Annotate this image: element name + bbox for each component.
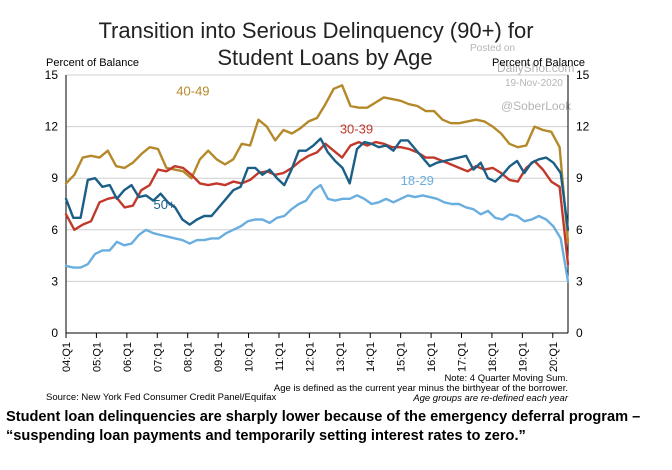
- x-tick-label: 10:Q1: [244, 342, 256, 372]
- x-tick-label: 07:Q1: [152, 342, 164, 372]
- series-label-50plus: 50+: [153, 197, 175, 212]
- note-age-groups: Age groups are re-defined each year: [412, 393, 569, 404]
- x-tick-label: 06:Q1: [122, 342, 134, 372]
- x-tick-label: 15:Q1: [396, 342, 408, 372]
- y-tick-label-right: 6: [576, 223, 583, 237]
- x-tick-label: 19:Q1: [517, 342, 529, 372]
- x-tick-label: 13:Q1: [335, 342, 347, 372]
- y-ticks: 0 0 3 3 6 6 9 9 12 12 15 15: [45, 68, 590, 340]
- series-labels: 40-49 30-39 50+ 18-29: [153, 84, 433, 213]
- x-tick-label: 16:Q1: [426, 342, 438, 372]
- y-tick-label-left: 12: [45, 120, 59, 134]
- note-moving-sum: Note: 4 Quarter Moving Sum.: [444, 373, 568, 384]
- x-tick-label: 17:Q1: [457, 342, 469, 372]
- y-tick-label-left: 3: [51, 274, 58, 288]
- series-label-40-49: 40-49: [176, 84, 209, 99]
- x-tick-label: 08:Q1: [183, 342, 195, 372]
- series-line-40-49: [64, 84, 570, 244]
- y-axis-label-right: Percent of Balance: [492, 57, 585, 69]
- y-tick-label-left: 15: [45, 68, 59, 82]
- caption: Student loan delinquencies are sharply l…: [6, 409, 641, 444]
- y-axis-label-left: Percent of Balance: [46, 57, 139, 69]
- source-note: Source: New York Fed Consumer Credit Pan…: [46, 392, 276, 403]
- y-tick-label-right: 0: [576, 326, 583, 340]
- y-tick-label-left: 6: [51, 223, 58, 237]
- x-tick-label: 04:Q1: [61, 342, 73, 372]
- x-tick-label: 18:Q1: [487, 342, 499, 372]
- series-line-18-29: [64, 183, 570, 283]
- chart-title-line-1: Transition into Serious Delinquency (90+…: [98, 18, 533, 43]
- y-tick-label-right: 15: [576, 68, 590, 82]
- x-tick-label: 14:Q1: [365, 342, 377, 372]
- watermark-handle: @SoberLook: [501, 99, 572, 113]
- watermark-site: DailyShot.com: [497, 61, 574, 75]
- series-label-18-29: 18-29: [401, 173, 434, 188]
- plot-frame: [65, 75, 569, 334]
- note-age-definition: Age is defined as the current year minus…: [274, 383, 568, 394]
- watermark-posted: Posted on: [470, 43, 515, 54]
- watermark-date: 19-Nov-2020: [505, 78, 563, 89]
- x-tick-label: 20:Q1: [548, 342, 560, 372]
- series-line-50plus: [64, 137, 570, 232]
- y-tick-label-right: 9: [576, 171, 583, 185]
- series-line-30-39: [64, 140, 570, 266]
- y-tick-label-right: 3: [576, 274, 583, 288]
- y-tick-label-right: 12: [576, 120, 590, 134]
- series-label-30-39: 30-39: [340, 121, 373, 136]
- x-tick-label: 12:Q1: [304, 342, 316, 372]
- x-tick-label: 11:Q1: [274, 342, 286, 371]
- x-tick-label: 05:Q1: [91, 342, 103, 372]
- x-tick-label: 09:Q1: [213, 342, 225, 372]
- y-tick-label-left: 0: [51, 326, 58, 340]
- grid: [66, 74, 568, 282]
- chart-title-line-2: Student Loans by Age: [217, 45, 432, 70]
- y-tick-label-left: 9: [51, 171, 58, 185]
- series-lines: [64, 84, 570, 283]
- x-ticks: 04:Q1 05:Q1 06:Q1 07:Q1 08:Q1 09:Q1 10:Q1 11:Q1…: [61, 333, 560, 372]
